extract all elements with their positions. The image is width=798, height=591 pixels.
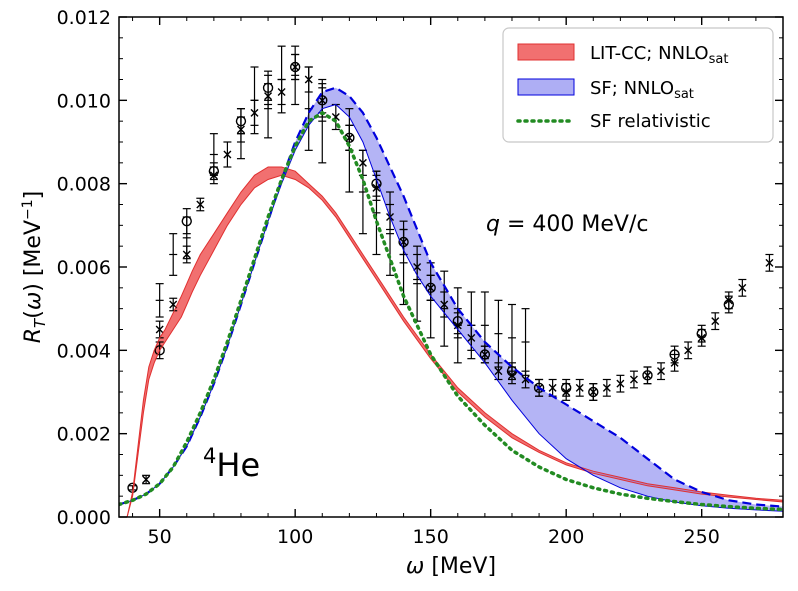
data-point (480, 291, 489, 360)
data-point (250, 66, 259, 135)
y-tick-label: 0.010 (57, 90, 111, 112)
data-point (182, 216, 191, 260)
data-point (196, 197, 205, 212)
y-tick-label: 0.004 (57, 340, 111, 362)
data-point (440, 270, 449, 347)
data-point (304, 66, 313, 151)
data-point (507, 303, 516, 372)
data-point (765, 253, 774, 272)
data-point (169, 233, 178, 276)
data-point (562, 383, 571, 401)
data-point (589, 383, 598, 401)
line-sf-relativistic (119, 110, 783, 512)
y-tick-label: 0.002 (57, 424, 111, 446)
data-point (291, 45, 300, 106)
plot-area (119, 45, 783, 517)
data-point (724, 291, 733, 310)
data-point (738, 278, 747, 297)
band-edge-sf-upper (119, 86, 783, 508)
theory-lines (119, 86, 783, 517)
data-point (142, 474, 151, 485)
q-annotation: q = 400 MeV/c (486, 212, 648, 237)
legend-swatch-sf (517, 78, 575, 96)
data-point (711, 312, 720, 331)
data-point (236, 108, 245, 160)
x-tick-label: 200 (548, 526, 584, 548)
data-point (264, 70, 273, 139)
nucleus-annotation: 4He (203, 444, 260, 484)
data-point (209, 133, 218, 176)
theory-bands (119, 87, 783, 517)
data-point (277, 45, 286, 114)
x-axis-label: ω [MeV] (406, 554, 496, 579)
data-point (602, 378, 611, 397)
experimental-data (127, 45, 774, 494)
data-point (670, 353, 679, 372)
data-point (643, 366, 652, 385)
data-point (399, 220, 408, 306)
data-point (318, 78, 327, 164)
y-tick-label: 0.008 (57, 174, 111, 196)
data-point (616, 374, 625, 393)
data-point (575, 378, 584, 397)
band-edge-sf-lower (119, 103, 783, 512)
data-point (223, 141, 232, 168)
data-point (453, 287, 462, 364)
axis-ticks: 50 100 150 200 250 0.000 0.002 0.004 0.006 0.008 0… (57, 7, 784, 548)
y-axis-label: RT(ω) [MeV−1] (20, 191, 49, 343)
band-edge-lit-cc-upper (126, 166, 783, 517)
data-point (155, 283, 164, 318)
y-tick-label: 0.006 (57, 257, 111, 279)
band-sf (119, 87, 783, 512)
legend-label-sf-relativistic: SF relativistic (590, 111, 711, 132)
y-tick-label: 0.012 (57, 7, 111, 29)
legend-swatch-lit-cc (517, 43, 575, 61)
x-tick-label: 150 (413, 526, 449, 548)
legend-label-lit-cc: LIT-CC; NNLOsat (590, 43, 728, 67)
data-point (521, 308, 530, 376)
legend-label-sf: SF; NNLOsat (590, 78, 694, 102)
data-point (169, 297, 178, 312)
band-edge-lit-cc-lower (126, 174, 783, 517)
legend: LIT-CC; NNLOsat SF; NNLOsat SF relativis… (502, 27, 774, 143)
x-tick-label: 100 (277, 526, 313, 548)
x-tick-label: 50 (148, 526, 172, 548)
data-point (629, 370, 638, 389)
x-tick-label: 250 (684, 526, 720, 548)
data-point (684, 341, 693, 360)
data-point (697, 328, 706, 347)
y-tick-label: 0.000 (57, 507, 111, 529)
data-point (657, 362, 666, 381)
data-point (548, 378, 557, 397)
